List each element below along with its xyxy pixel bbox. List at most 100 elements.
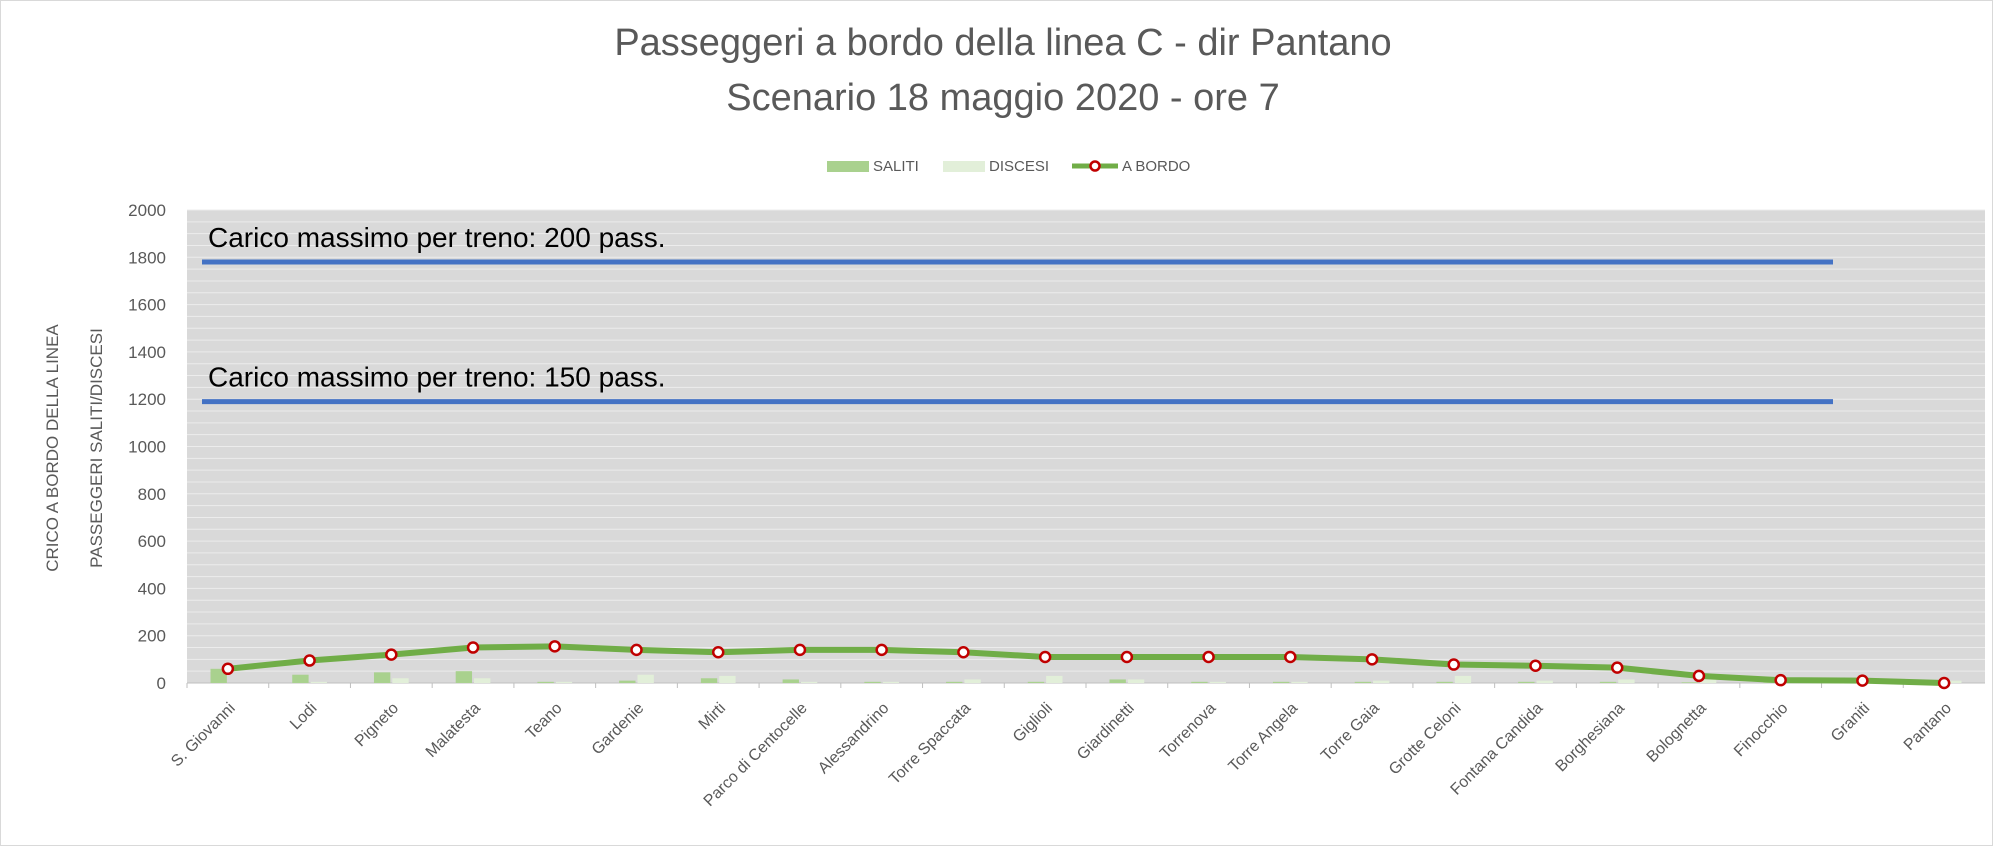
bar-discesi: [392, 678, 409, 683]
x-tick-label: Malatesta: [423, 700, 484, 761]
bar-saliti: [1681, 682, 1698, 683]
x-tick-label: Borghesiana: [1553, 700, 1629, 776]
x-tick-label: Graniti: [1828, 700, 1873, 745]
bar-saliti: [1599, 681, 1617, 683]
bar-discesi: [555, 681, 573, 683]
x-tick-label: S. Giovanni: [168, 700, 239, 771]
bar-discesi: [1618, 679, 1635, 683]
bar-saliti: [700, 678, 718, 683]
chart-subtitle: Scenario 18 maggio 2020 - ore 7: [726, 77, 1279, 119]
bar-saliti: [1354, 681, 1372, 683]
point-a-bordo: [1284, 650, 1297, 664]
bar-discesi: [1454, 675, 1472, 683]
bar-discesi: [964, 679, 981, 683]
x-tick-label: Bolognetta: [1644, 700, 1710, 766]
bar-saliti: [537, 681, 554, 683]
point-a-bordo: [385, 648, 398, 661]
point-a-bordo: [303, 654, 316, 667]
bar-saliti: [373, 672, 391, 683]
point-a-bordo: [221, 662, 235, 676]
point-a-bordo: [630, 643, 643, 657]
bar-discesi: [1046, 675, 1063, 683]
point-a-bordo: [793, 643, 807, 657]
bar-discesi: [1127, 679, 1145, 683]
bar-discesi: [1536, 680, 1553, 683]
y-tick-label: 1600: [128, 296, 166, 315]
capacity-label: Carico massimo per treno: 200 pass.: [208, 222, 666, 253]
bar-saliti: [619, 680, 636, 683]
point-a-bordo: [548, 640, 562, 653]
bar-saliti: [1027, 681, 1045, 683]
bar-saliti: [1272, 681, 1290, 683]
x-tick-label: Torrenova: [1157, 700, 1219, 762]
chart-title: Passeggeri a bordo della linea C - dir P…: [614, 22, 1391, 64]
point-a-bordo: [1937, 676, 1951, 690]
point-a-bordo: [1774, 673, 1787, 687]
legend-discesi-swatch: [943, 161, 985, 172]
bar-discesi: [474, 678, 491, 683]
point-a-bordo: [1038, 650, 1052, 664]
legend-abordo-label: A BORDO: [1122, 158, 1190, 175]
y-tick-label: 600: [138, 532, 166, 551]
bar-saliti: [455, 671, 473, 683]
x-tick-label: Torre Gaia: [1318, 700, 1383, 765]
bar-discesi: [1291, 681, 1308, 683]
x-tick-label: Pigneto: [352, 700, 402, 750]
y-axis-label-inner: PASSEGGERI SALITI/DISCESI: [87, 328, 106, 568]
y-tick-label: 1200: [128, 390, 166, 409]
x-tick-label: Pantano: [1901, 700, 1955, 754]
legend-discesi-label: DISCESI: [989, 158, 1049, 175]
legend-abordo-marker: [1089, 160, 1101, 172]
x-tick-label: Alessandrino: [815, 700, 893, 778]
y-tick-label: 2000: [128, 201, 166, 220]
point-a-bordo: [1202, 650, 1215, 664]
x-tick-label: Torre Spaccata: [886, 700, 974, 788]
y-tick-label: 1800: [128, 248, 166, 267]
bar-discesi: [1945, 680, 1962, 683]
y-tick-label: 1400: [128, 343, 166, 362]
point-a-bordo: [1120, 650, 1134, 664]
point-a-bordo: [1856, 674, 1869, 687]
x-tick-label: Giglioli: [1010, 700, 1056, 746]
y-axis-label-outer: CRICO A BORDO DELLA LINEA: [43, 324, 62, 572]
bar-discesi: [1209, 681, 1226, 683]
bar-saliti: [1518, 681, 1535, 683]
bar-discesi: [800, 681, 818, 683]
y-tick-label: 400: [138, 579, 166, 598]
bar-saliti: [1436, 681, 1453, 683]
point-a-bordo: [711, 646, 725, 659]
bar-discesi: [1373, 680, 1390, 683]
x-tick-label: Lodi: [287, 700, 320, 733]
legend-saliti-swatch: [827, 161, 869, 172]
point-a-bordo: [957, 646, 970, 659]
x-tick-label: Mirti: [696, 700, 729, 733]
capacity-label: Carico massimo per treno: 150 pass.: [208, 362, 666, 393]
y-tick-label: 0: [157, 674, 166, 693]
x-tick-label: Fontana Candida: [1447, 700, 1546, 799]
x-tick-label: Finocchio: [1731, 700, 1792, 761]
y-tick-label: 200: [138, 627, 166, 646]
bar-discesi: [637, 674, 654, 683]
point-a-bordo: [1365, 653, 1379, 666]
bar-saliti: [864, 681, 881, 683]
x-tick-label: Teano: [523, 700, 566, 743]
point-a-bordo: [1610, 661, 1624, 674]
plot-area: 0 200 400 600 800 1000 1200 1400 1600 1800 2000 S. …: [128, 201, 1985, 810]
legend: SALITI DISCESI A BORDO: [827, 158, 1190, 175]
bar-discesi: [310, 681, 327, 683]
point-a-bordo: [1529, 659, 1542, 672]
y-tick-label: 1000: [128, 438, 166, 457]
bar-saliti: [1109, 679, 1126, 683]
point-a-bordo: [875, 643, 888, 657]
bar-saliti: [782, 679, 799, 683]
point-a-bordo: [1692, 669, 1706, 683]
bar-saliti: [292, 674, 309, 683]
bar-discesi: [719, 675, 736, 683]
x-tick-label: Giardinetti: [1074, 700, 1138, 764]
bar-saliti: [1191, 681, 1208, 683]
series-line-a-bordo: [227, 643, 1945, 686]
point-a-bordo: [466, 641, 480, 654]
bar-saliti: [946, 681, 963, 683]
